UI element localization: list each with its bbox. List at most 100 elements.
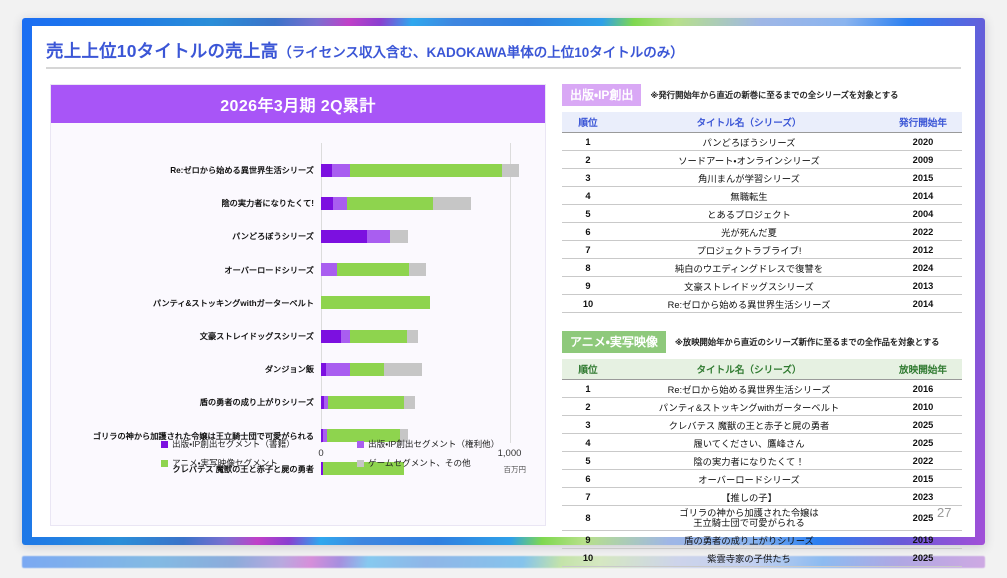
legend-item: アニメ・実写映像セグメント	[161, 457, 357, 469]
chart-gridline	[321, 143, 322, 443]
publishing-year-cell: 2014	[884, 186, 962, 205]
table-row[interactable]: 1 パンどろぼうシリーズ 2020	[562, 132, 962, 151]
publishing-column-header: 順位	[562, 112, 614, 133]
table-row[interactable]: 4 無職転生 2014	[562, 186, 962, 205]
anime-title-cell: Re:ゼロから始める異世界生活シリーズ	[614, 379, 884, 398]
table-row[interactable]: 3 クレバテス 魔獣の王と赤子と屍の勇者 2025	[562, 415, 962, 434]
anime-year-cell: 2010	[884, 397, 962, 416]
publishing-column-header: タイトル名（シリーズ）	[614, 112, 884, 133]
title-divider	[46, 67, 961, 69]
bar-segment	[328, 395, 404, 409]
page-title: 売上上位10タイトルの売上高（ライセンス収入含む、KADOKAWA単体の上位10…	[46, 38, 684, 63]
anime-year-cell: 2025	[884, 548, 962, 568]
anime-rank-cell: 1	[562, 379, 614, 398]
bar-segment	[324, 395, 329, 409]
bar-segment	[326, 362, 351, 376]
table-row[interactable]: 7 プロジェクトラブライブ! 2012	[562, 240, 962, 259]
anime-title-cell: 履いてください、鷹峰さん	[614, 433, 884, 452]
table-row[interactable]: 3 角川まんが学習シリーズ 2015	[562, 168, 962, 187]
bar-segment	[383, 362, 422, 376]
anime-header-row: 順位 タイトル名（シリーズ） 放映開始年	[562, 359, 962, 380]
publishing-year-cell: 2012	[884, 240, 962, 259]
anime-title-cell: 【推しの子】	[614, 487, 884, 506]
table-row[interactable]: 8 純白のウエディングドレスで復讐を 2024	[562, 258, 962, 277]
legend-swatch	[161, 459, 168, 467]
bar-segment	[502, 163, 519, 177]
bar-segment	[406, 329, 419, 343]
table-row[interactable]: 2 パンティ&ストッキングwithガーターベルト 2010	[562, 397, 962, 416]
anime-title-cell: 陰の実力者になりたくて！	[614, 451, 884, 470]
publishing-year-cell: 2009	[884, 150, 962, 169]
bar-segment	[321, 196, 333, 210]
bar-segment	[321, 429, 324, 443]
bar-segment	[321, 329, 342, 343]
bar-row	[321, 429, 545, 443]
publishing-year-cell: 2014	[884, 294, 962, 313]
publishing-rank-cell: 5	[562, 204, 614, 223]
anime-rank-cell: 8	[562, 505, 614, 532]
ranking-panel: 出版・IP創出 ※発行開始年から直近の新巻に至るまでの全シリーズを対象とする 順位…	[562, 84, 962, 568]
table-row[interactable]: 7 【推しの子】 2023	[562, 487, 962, 506]
table-row[interactable]: 5 陰の実力者になりたくて！ 2022	[562, 451, 962, 470]
table-row[interactable]: 2 ソードアート・オンラインシリーズ 2009	[562, 150, 962, 169]
table-row[interactable]: 9 盾の勇者の成り上がりシリーズ 2019	[562, 530, 962, 550]
publishing-header-row: 順位 タイトル名（シリーズ） 発行開始年	[562, 112, 962, 133]
legend-swatch	[161, 440, 168, 448]
bar-category-label: クレバテス 魔獣の王と赤子と屍の勇者	[172, 464, 314, 474]
table-row[interactable]: 6 光が死んだ夏 2022	[562, 222, 962, 241]
publishing-rank-cell: 8	[562, 258, 614, 277]
bar-segment	[321, 395, 325, 409]
table-row[interactable]: 1 Re:ゼロから始める異世界生活シリーズ 2016	[562, 379, 962, 398]
bar-segment	[367, 229, 390, 243]
publishing-tag: 出版・IP創出	[562, 84, 642, 106]
publishing-rank-cell: 2	[562, 150, 614, 169]
anime-column-header: タイトル名（シリーズ）	[614, 359, 884, 380]
table-row[interactable]: 6 オーバーロードシリーズ 2015	[562, 469, 962, 488]
bar-segment	[336, 263, 410, 277]
publishing-title-cell: 文豪ストレイドッグスシリーズ	[614, 276, 884, 295]
legend-label: アニメ・実写映像セグメント	[172, 458, 278, 468]
table-row[interactable]: 5 とあるプロジェクト 2004	[562, 204, 962, 223]
table-row[interactable]: 10 紫雲寺家の子供たち 2025	[562, 548, 962, 568]
publishing-title-cell: パンどろぼうシリーズ	[614, 132, 884, 151]
legend-swatch	[357, 440, 364, 448]
bar-category-label: 盾の勇者の成り上がりシリーズ	[199, 398, 314, 408]
page-title-sub: （ライセンス収入含む、KADOKAWA単体の上位10タイトルのみ）	[278, 45, 684, 60]
bar-row	[321, 395, 545, 409]
bar-segment	[346, 196, 433, 210]
anime-column-header: 順位	[562, 359, 614, 380]
bar-segment	[322, 462, 404, 476]
chart-header-label: 2026年3月期 2Q累計	[220, 98, 376, 115]
anime-title-cell: クレバテス 魔獣の王と赤子と屍の勇者	[614, 415, 884, 434]
publishing-title-cell: Re:ゼロから始める異世界生活シリーズ	[614, 294, 884, 313]
publishing-note: ※発行開始年から直近の新巻に至るまでの全シリーズを対象とする	[650, 90, 899, 100]
anime-title-cell: パンティ&ストッキングwithガーターベルト	[614, 397, 884, 416]
bar-segment	[399, 429, 409, 443]
legend-label: 出版・IP創出セグメント（権利他）	[368, 439, 500, 449]
anime-note: ※放映開始年から直近のシリーズ新作に至るまでの全作品を対象とする	[674, 337, 940, 347]
bar-segment	[403, 395, 415, 409]
bar-segment	[389, 229, 408, 243]
bar-segment	[321, 462, 323, 476]
bar-chart-plot-area: 0 1,000 百万円 Re:ゼロから始める異世界生活シリーズ 陰の実力者になりたくて!…	[51, 123, 545, 525]
anime-rank-cell: 7	[562, 487, 614, 506]
table-row[interactable]: 9 文豪ストレイドッグスシリーズ 2013	[562, 276, 962, 295]
publishing-year-cell: 2004	[884, 204, 962, 223]
x-axis-tick-label: 1,000	[497, 448, 522, 459]
table-row[interactable]: 8 ゴリラの神から加護された令嬢は 王立騎士団で可愛がられる 2025	[562, 505, 962, 532]
chart-legend: 出版・IP創出セグメント（書籍） 出版・IP創出セグメント（権利他） アニメ・実写映…	[161, 438, 541, 476]
bar-segment	[321, 296, 431, 310]
publishing-rank-cell: 4	[562, 186, 614, 205]
anime-title-cell: オーバーロードシリーズ	[614, 469, 884, 488]
table-row[interactable]: 10 Re:ゼロから始める異世界生活シリーズ 2014	[562, 294, 962, 313]
anime-rank-cell: 2	[562, 397, 614, 416]
anime-tag: アニメ・実写映像	[562, 331, 666, 353]
publishing-rank-cell: 10	[562, 294, 614, 313]
anime-ranking-table: 順位 タイトル名（シリーズ） 放映開始年 1 Re:ゼロから始める異世界生活シリーズ 20…	[562, 359, 962, 568]
anime-year-cell: 2023	[884, 487, 962, 506]
bar-category-label: オーバーロードシリーズ	[224, 265, 314, 275]
slide-content: 売上上位10タイトルの売上高（ライセンス収入含む、KADOKAWA単体の上位10…	[32, 26, 975, 568]
anime-title-cell: ゴリラの神から加護された令嬢は 王立騎士団で可愛がられる	[614, 505, 884, 532]
publishing-rank-cell: 3	[562, 168, 614, 187]
table-row[interactable]: 4 履いてください、鷹峰さん 2025	[562, 433, 962, 452]
